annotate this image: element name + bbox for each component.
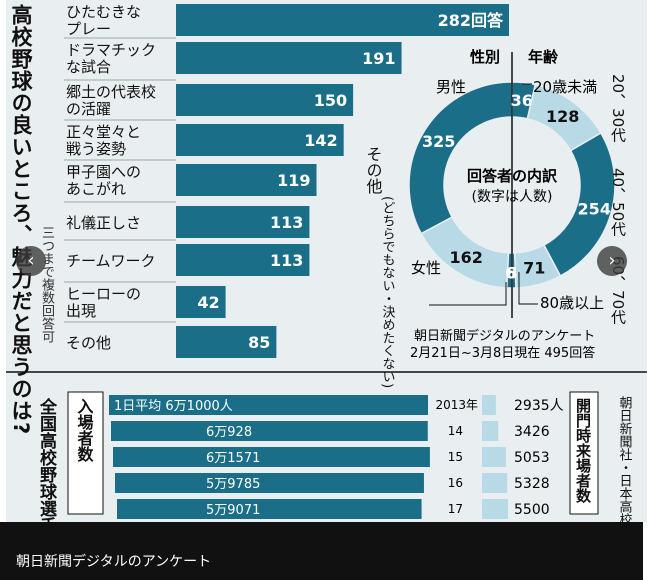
donut-period: 2月21日~3月8日現在 495回答 [410,345,595,361]
male-label: 男性 [436,78,466,96]
attendance-axis-box [67,391,104,515]
gate-axis-label: 開門時来場者数 [574,398,592,504]
category-label: ヒーローの [66,285,141,303]
attendance-bar [109,395,428,415]
bar [176,244,310,276]
category-label: 郷土の代表校 [66,83,156,101]
donut-center-title: 回答者の内訳 [467,167,558,185]
bar [176,206,310,238]
bar [176,326,277,358]
gate-value-label: 5053 [514,450,550,466]
category-label: 甲子園への [66,163,141,181]
bar-value-label: 113 [270,251,303,270]
bar-value-label: 42 [197,293,219,312]
category-label: プレー [66,20,111,38]
donut-source: 朝日新聞デジタルのアンケート [414,328,595,344]
gate-value-label: 2935人 [514,398,564,414]
next-arrow-icon[interactable]: › [597,246,627,276]
bar [176,4,509,36]
attendance-bar [117,499,422,519]
category-label: 正々堂々と [66,123,141,141]
category-label: な試合 [66,58,111,76]
gate-value-label: 5328 [514,476,550,492]
attendance-value-label: 6万928 [206,425,252,440]
donut-center-subtitle: (数字は人数) [472,189,553,205]
bar-value-label: 191 [362,49,395,68]
gate-value-label: 3426 [514,424,550,440]
bar [176,124,344,156]
age4050-label: 40、50代 [609,168,627,237]
category-label: その他 [66,334,111,352]
attendance-value-label: 5万9785 [206,477,260,492]
bar-value-label: 142 [304,131,337,150]
age2030-label: 20、30代 [609,74,627,143]
bar-value-label: 282回答 [438,11,504,30]
gender-slice-value: 8 [506,263,517,282]
attendance-value-label: 1日平均 6万1000人 [114,399,233,414]
attendance-title: 全国高校野球選手権大会 [36,397,58,522]
category-label: の活躍 [66,100,111,118]
attendance-value-label: 5万9071 [206,503,260,518]
bar-value-label: 150 [314,91,347,110]
attendance-source: 朝日新聞社・日本高校野球連盟調べ [617,396,633,522]
female-label: 女性 [411,259,441,277]
leader-line [429,282,507,306]
category-label: ひたむきな [66,3,141,21]
gender-ring-title: 性別 [470,48,500,66]
bar-value-label: 119 [277,171,310,190]
bar [176,42,402,74]
attendance-value-label: 6万1571 [206,451,260,466]
age-slice-value: 128 [546,107,579,126]
bar-value-label: 113 [270,213,303,232]
age-slice-value: 254 [578,199,611,218]
gender-slice-value: 325 [422,132,455,151]
caption-text: 朝日新聞デジタルのアンケート [16,554,212,570]
gate-bar [482,395,496,415]
attendance-bar [113,447,430,467]
category-label: ドラマチック [66,41,156,59]
gate-bar [482,499,508,519]
category-label: チームワーク [66,252,156,270]
under20-label: 20歳未満 [533,78,597,96]
gate-bar [482,473,508,493]
gate-axis-box [569,391,599,515]
other-label: その他 [364,146,383,195]
attendance-bar [111,421,428,441]
age-slice-value: 6 [505,263,516,282]
bar [176,164,317,196]
category-label: 戦う姿勢 [66,140,126,158]
year-label: 15 [448,450,463,464]
year-label: 17 [448,502,463,516]
gate-bar [482,447,506,467]
attendance-bar [115,473,424,493]
year-label: 16 [448,476,463,490]
infographic: 高校野球の良いところ、魅力だと思うのは? 三つまで複数回答可 282回答 ひたむき… [6,0,647,522]
caption-bar [0,522,643,580]
year-label: 2013年 [435,398,478,412]
gate-bar [482,421,499,441]
attendance-axis-label: 入場者数 [75,398,95,463]
bar [176,84,354,116]
gate-value-label: 5500 [514,502,550,518]
prev-arrow-icon[interactable]: ‹ [16,246,46,276]
chart-canvas: 282回答ひたむきなプレー191ドラマチックな試合150郷土の代表校の活躍142… [6,3,647,522]
leader-line [518,272,538,305]
category-label: あこがれ [66,180,126,198]
age-slice-value: 36 [511,91,533,110]
over80-label: 80歳以上 [540,294,604,312]
gender-slice-value: 162 [450,248,483,267]
age-ring-title: 年齢 [528,48,559,66]
category-label: 出現 [66,302,96,320]
question-title: 高校野球の良いところ、魅力だと思うのは? [9,4,33,436]
year-label: 14 [448,424,463,438]
bar [176,286,226,318]
category-label: 礼儀正しさ [66,214,141,232]
other-note-label: (どちらでもない・決めたくない) [380,196,396,388]
age-slice-value: 71 [523,259,545,278]
bar-value-label: 85 [248,333,270,352]
donut-slice [420,216,510,289]
donut-slice [408,81,513,235]
